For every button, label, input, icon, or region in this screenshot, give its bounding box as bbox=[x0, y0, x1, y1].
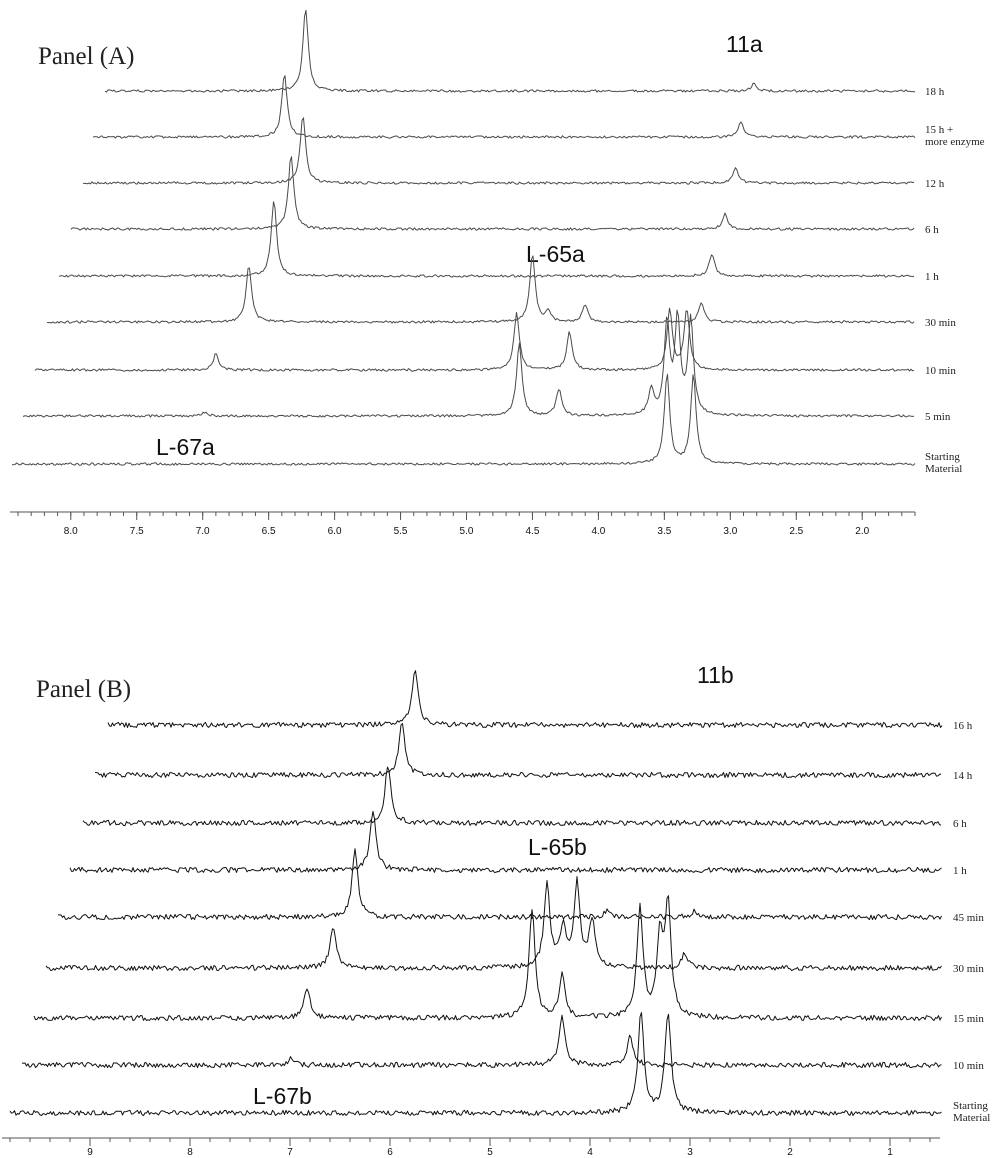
spectrum-trace-5 bbox=[58, 201, 915, 278]
panel-b-trace-labels: 16 h 14 h 6 h 1 h 45 min 30 min 15 min 10 min St… bbox=[953, 720, 990, 1124]
annotation-l-67b: L-67b bbox=[253, 1083, 312, 1109]
trace-label: 30 min bbox=[925, 317, 956, 329]
annotation-l-65a: L-65a bbox=[526, 241, 585, 267]
tick-label: 6 bbox=[387, 1147, 393, 1158]
trace-label: 15 min bbox=[953, 1013, 984, 1025]
panel-a-title: Panel (A) bbox=[38, 43, 135, 70]
spectrum-trace-3 bbox=[82, 766, 942, 827]
trace-label: 45 min bbox=[953, 912, 984, 924]
panel-b: Panel (B) 11b L-65b L-67b 16 h 14 h 6 h 1 h… bbox=[2, 662, 990, 1158]
trace-label: 12 h bbox=[925, 178, 945, 190]
trace-label: 5 min bbox=[925, 411, 951, 423]
panel-a-spectra bbox=[11, 9, 916, 466]
tick-label: 4.5 bbox=[526, 526, 540, 537]
tick-label: 8.0 bbox=[64, 526, 78, 537]
tick-label: 5.5 bbox=[394, 526, 408, 537]
tick-label: 1 bbox=[887, 1147, 893, 1158]
spectrum-trace-4 bbox=[70, 156, 915, 231]
tick-label: 7.5 bbox=[130, 526, 144, 537]
annotation-11a: 11a bbox=[726, 31, 763, 57]
spectrum-trace-9 bbox=[9, 1012, 942, 1117]
tick-label: 2 bbox=[787, 1147, 793, 1158]
spectrum-trace-8 bbox=[22, 309, 915, 418]
panel-b-x-axis: 9 8 7 6 5 4 3 2 1 bbox=[2, 1137, 940, 1158]
tick-label: 7.0 bbox=[196, 526, 210, 537]
tick-label: 7 bbox=[287, 1147, 293, 1158]
spectrum-trace-8 bbox=[21, 1014, 942, 1069]
tick-label: 5.0 bbox=[460, 526, 474, 537]
trace-label: 1 h bbox=[925, 271, 939, 283]
tick-label: 6.5 bbox=[262, 526, 276, 537]
tick-label: 4.0 bbox=[591, 526, 605, 537]
trace-label: 30 min bbox=[953, 963, 984, 975]
annotation-l-65b: L-65b bbox=[528, 834, 587, 860]
panel-a-trace-labels: 18 h 15 h + more enzyme 12 h 6 h 1 h 30 min 10 … bbox=[925, 86, 985, 475]
panel-b-spectra bbox=[9, 670, 943, 1117]
annotation-11b: 11b bbox=[697, 662, 734, 688]
trace-label: 15 h + more enzyme bbox=[925, 124, 985, 148]
tick-label: 4 bbox=[587, 1147, 593, 1158]
spectrum-trace-6 bbox=[45, 876, 942, 972]
trace-label: 18 h bbox=[925, 86, 945, 98]
tick-label: 9 bbox=[87, 1147, 93, 1158]
trace-label: 16 h bbox=[953, 720, 973, 732]
spectrum-trace-1 bbox=[107, 670, 943, 729]
tick-label: 6.0 bbox=[328, 526, 342, 537]
spectrum-trace-3 bbox=[83, 117, 915, 185]
tick-label: 5 bbox=[487, 1147, 493, 1158]
trace-label: 6 h bbox=[953, 818, 967, 830]
spectrum-trace-9 bbox=[11, 373, 916, 466]
panel-b-title: Panel (B) bbox=[36, 676, 131, 703]
spectrum-trace-2 bbox=[94, 723, 942, 779]
trace-label: 1 h bbox=[953, 865, 967, 877]
annotation-l-67a: L-67a bbox=[156, 434, 215, 460]
trace-label: Starting Material bbox=[925, 451, 962, 475]
panel-a-x-axis: 8.0 7.5 7.0 6.5 6.0 5.5 5.0 4.5 4.0 3.5 3.0 2.5 2.0 bbox=[10, 511, 916, 537]
spectrum-trace-5 bbox=[57, 848, 942, 921]
tick-label: 2.5 bbox=[789, 526, 803, 537]
tick-label: 2.0 bbox=[855, 526, 869, 537]
trace-label: Starting Material bbox=[953, 1100, 990, 1124]
spectrum-trace-1 bbox=[104, 9, 916, 93]
panel-a: Panel (A) 11a L-65a L-67a 18 h 15 h + more… bbox=[10, 9, 985, 537]
tick-label: 3.5 bbox=[657, 526, 671, 537]
trace-label: 14 h bbox=[953, 770, 973, 782]
spectrum-trace-7 bbox=[34, 307, 915, 372]
spectrum-trace-7 bbox=[33, 895, 942, 1022]
tick-label: 3.0 bbox=[723, 526, 737, 537]
trace-label: 10 min bbox=[925, 365, 956, 377]
spectrum-trace-2 bbox=[92, 75, 916, 139]
spectrum-trace-4 bbox=[69, 810, 942, 874]
trace-label: 6 h bbox=[925, 224, 939, 236]
tick-label: 3 bbox=[687, 1147, 693, 1158]
spectrum-trace-6 bbox=[46, 255, 915, 324]
tick-label: 8 bbox=[187, 1147, 193, 1158]
trace-label: 10 min bbox=[953, 1060, 984, 1072]
